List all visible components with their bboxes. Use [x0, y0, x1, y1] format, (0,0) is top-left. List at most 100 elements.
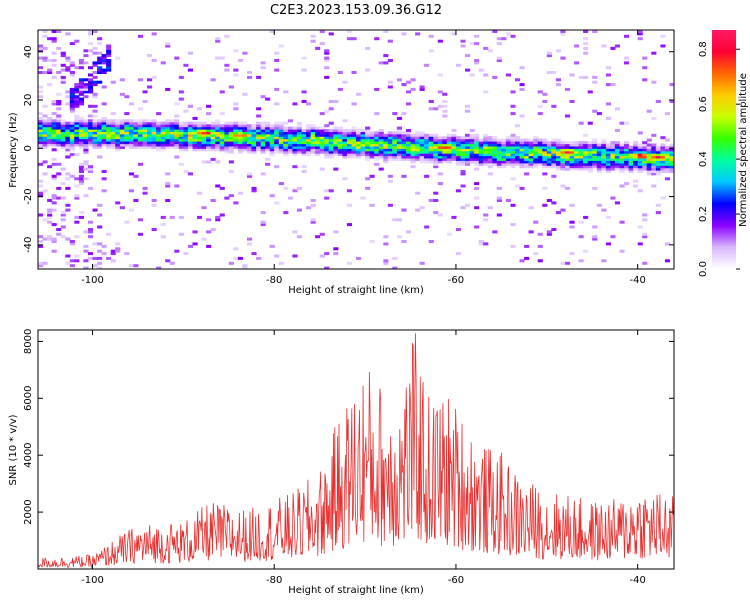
spectrogram-cell — [274, 68, 280, 72]
spectrogram-cell — [569, 100, 575, 103]
spectrogram-cell — [51, 59, 57, 62]
spectrogram-cell — [551, 201, 557, 205]
spectrogram-cell — [569, 165, 575, 169]
spectrogram-cell — [69, 136, 75, 140]
spectrogram-cell — [278, 126, 284, 130]
spectrogram-cell — [256, 145, 262, 149]
spectrogram-cell — [292, 138, 298, 142]
spectrogram-cell — [419, 148, 425, 152]
spectrogram-cell — [642, 160, 648, 164]
spectrogram-cell — [392, 157, 398, 161]
spectrogram-cell — [515, 136, 521, 140]
x-tick-label: -100 — [81, 575, 104, 586]
y-tick-label: -40 — [23, 237, 34, 253]
spectrogram-cell — [356, 150, 362, 154]
spectrogram-cell — [365, 145, 371, 149]
spectrogram-cell — [560, 148, 566, 152]
spectrogram-cell — [337, 143, 343, 147]
spectrogram-cell — [328, 121, 334, 125]
spectrogram-cell — [324, 133, 330, 137]
spectrogram-cell — [287, 141, 293, 145]
spectrogram-cell — [446, 141, 452, 145]
spectrogram-cell — [260, 126, 266, 130]
spectrogram-cell — [92, 119, 98, 123]
spectrogram-cell — [551, 228, 557, 231]
spectrogram-cell — [642, 213, 648, 217]
spectrogram-cell — [333, 141, 339, 145]
spectrogram-cell — [401, 112, 407, 116]
spectrogram-cell — [265, 131, 271, 135]
spectrogram-cell — [396, 133, 402, 137]
spectrogram-cell — [569, 73, 575, 77]
spectrogram-cell — [78, 179, 84, 183]
spectrogram-cell — [69, 104, 75, 108]
spectrogram-cell — [192, 138, 198, 142]
spectrogram-cell — [478, 150, 484, 154]
spectrogram-cell — [560, 145, 566, 149]
spectrogram-y-axis-label: Frequency (Hz) — [8, 112, 19, 188]
spectrogram-cell — [278, 141, 284, 145]
spectrogram-cell — [119, 121, 125, 125]
spectrogram-cell — [101, 133, 107, 137]
spectrogram-cell — [38, 121, 44, 125]
spectrogram-cell — [56, 30, 62, 33]
spectrogram-cell — [242, 138, 248, 142]
spectrogram-cell — [356, 141, 362, 145]
spectrogram-cell — [574, 145, 580, 149]
spectrogram-cell — [601, 208, 607, 212]
spectrogram-cell — [319, 232, 325, 236]
spectrogram-cell — [128, 121, 134, 125]
spectrogram-cell — [546, 54, 552, 58]
spectrogram-cell — [274, 143, 280, 147]
spectrogram-cell — [178, 143, 184, 147]
spectrogram-cell — [542, 160, 548, 164]
spectrogram-x-ticks: -100 -80 -60 -40 — [81, 30, 646, 286]
spectrogram-cell — [215, 129, 221, 132]
spectrogram-cell — [660, 160, 666, 164]
spectrogram-cell — [565, 167, 571, 171]
colorbar-label: Normalized spectral amplitude — [738, 73, 749, 227]
spectrogram-cell — [301, 100, 307, 103]
spectrogram-cell — [160, 138, 166, 142]
spectrogram-cell — [274, 254, 280, 258]
spectrogram-cell — [324, 196, 330, 200]
spectrogram-cell — [97, 133, 103, 137]
spectrogram-cell — [251, 145, 257, 149]
spectrogram-cell — [319, 112, 325, 116]
spectrogram-cell — [519, 138, 525, 142]
spectrogram-cell — [237, 138, 243, 142]
spectrogram-cell — [47, 121, 53, 125]
spectrogram-cell — [419, 261, 425, 265]
spectrogram-cell — [374, 157, 380, 161]
spectrogram-cell — [174, 114, 180, 118]
spectrogram-cell — [387, 179, 393, 183]
spectrogram-cell — [133, 141, 139, 145]
spectrogram-cell — [192, 116, 198, 120]
spectrogram-cell — [101, 102, 107, 106]
spectrogram-cell — [619, 160, 625, 164]
spectrogram-cell — [478, 148, 484, 152]
spectrogram-cell — [274, 201, 280, 205]
spectrogram-cell — [115, 56, 121, 60]
spectrogram-cell — [392, 266, 398, 269]
spectrogram-cell — [583, 145, 589, 149]
spectrogram-cell — [165, 136, 171, 140]
spectrogram-cell — [387, 157, 393, 161]
spectrogram-cell — [65, 102, 71, 106]
spectrogram-cell — [156, 266, 162, 269]
spectrogram-cell — [460, 160, 466, 164]
spectrogram-cell — [124, 220, 130, 224]
spectrogram-cell — [47, 213, 53, 217]
spectrogram-cell — [51, 63, 57, 67]
spectrogram-cell — [433, 138, 439, 142]
spectrogram-cell — [251, 136, 257, 140]
spectrogram-cell — [533, 153, 539, 157]
spectrogram-cell — [651, 143, 657, 147]
spectrogram-cell — [151, 75, 157, 79]
spectrogram-cell — [51, 102, 57, 106]
spectrogram-cell — [496, 56, 502, 60]
spectrogram-cell — [269, 131, 275, 135]
spectrogram-cell — [551, 145, 557, 149]
spectrogram-cell — [310, 203, 316, 207]
spectrogram-cell — [428, 133, 434, 137]
